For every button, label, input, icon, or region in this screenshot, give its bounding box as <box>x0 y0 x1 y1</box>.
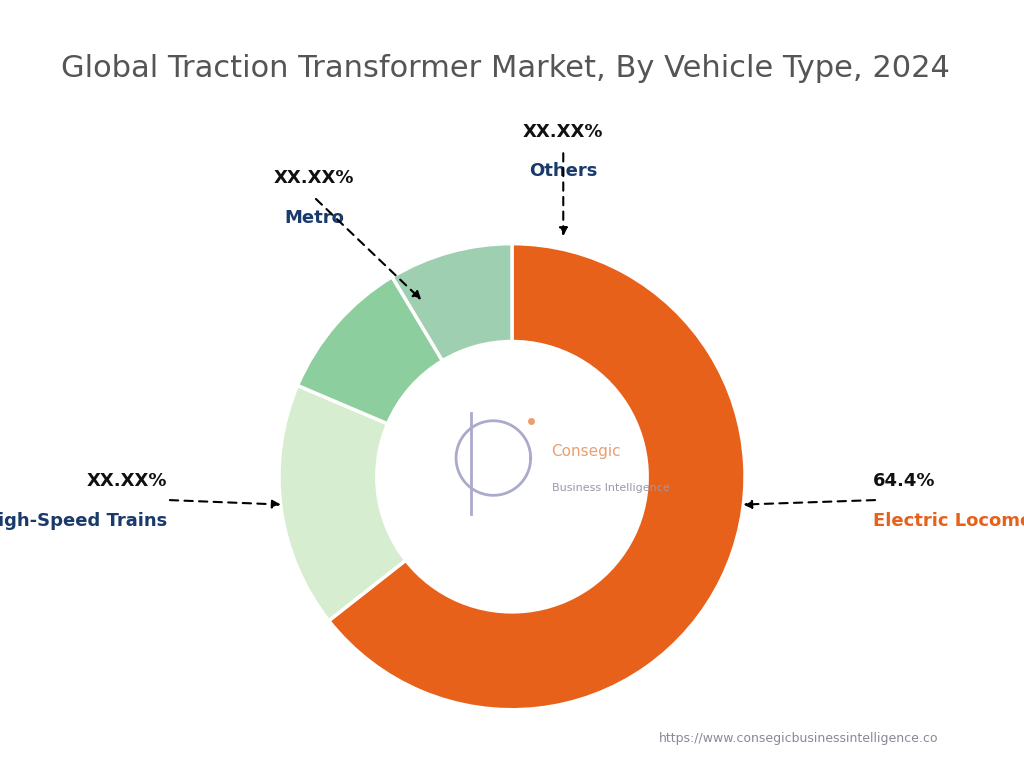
Wedge shape <box>298 276 442 424</box>
Text: Others: Others <box>529 162 597 180</box>
Text: XX.XX%: XX.XX% <box>87 472 167 490</box>
Wedge shape <box>329 243 745 710</box>
Text: Electric Locomotives: Electric Locomotives <box>873 512 1024 530</box>
Text: Consegic: Consegic <box>552 444 622 458</box>
Text: High-Speed Trains: High-Speed Trains <box>0 512 167 530</box>
Text: Metro: Metro <box>284 209 344 227</box>
Text: XX.XX%: XX.XX% <box>273 170 354 187</box>
Text: Business Intelligence: Business Intelligence <box>552 483 670 493</box>
Wedge shape <box>392 243 512 361</box>
Wedge shape <box>279 386 406 621</box>
Text: XX.XX%: XX.XX% <box>523 123 603 141</box>
Text: 64.4%: 64.4% <box>873 472 936 490</box>
Text: Global Traction Transformer Market, By Vehicle Type, 2024: Global Traction Transformer Market, By V… <box>61 54 950 83</box>
Text: https://www.consegicbusinessintelligence.co: https://www.consegicbusinessintelligence… <box>659 732 938 745</box>
